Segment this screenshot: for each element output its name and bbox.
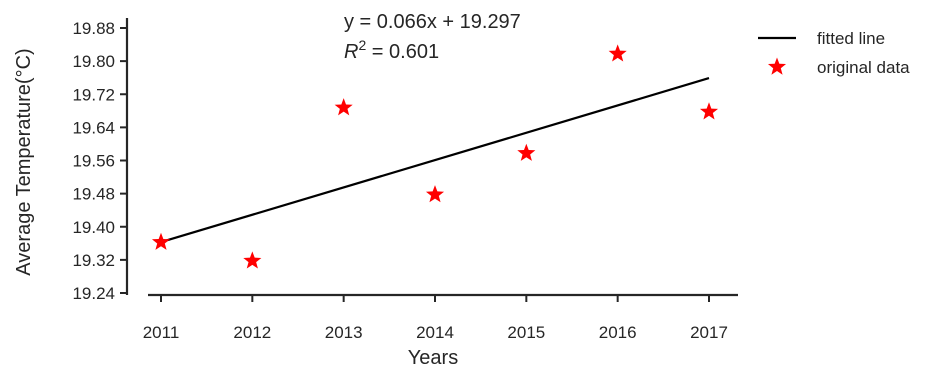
data-point-star (334, 98, 353, 116)
x-tick-label: 2014 (416, 323, 454, 342)
data-point-star (608, 44, 627, 62)
data-points (151, 44, 719, 269)
x-axis-title: Years (408, 347, 458, 369)
y-tick-label: 19.40 (72, 218, 115, 237)
data-point-star (699, 102, 719, 120)
r-squared-annotation: R2 = 0.601 (344, 37, 439, 63)
axes (125, 18, 738, 297)
x-tick-label: 2013 (325, 323, 363, 342)
legend-swatch-original-data (767, 57, 787, 75)
data-point-star (151, 232, 171, 250)
legend-label-original-data: original data (817, 58, 910, 77)
legend-label-fitted-line: fitted line (817, 29, 885, 48)
data-point-star (517, 143, 536, 161)
y-tick-label: 19.88 (72, 19, 115, 38)
data-point-star (425, 185, 445, 203)
y-tick-label: 19.72 (72, 85, 115, 104)
r2-value: = 0.601 (366, 41, 439, 63)
y-tick-label: 19.48 (72, 185, 115, 204)
data-point-star (243, 251, 262, 269)
plot-layer (151, 44, 719, 269)
y-tick-label: 19.56 (72, 152, 115, 171)
y-axis-title: Average Temperature(°C) (13, 48, 35, 275)
x-tick-label: 2015 (507, 323, 545, 342)
x-tick-label: 2012 (233, 323, 271, 342)
y-tick-label: 19.64 (72, 118, 115, 137)
x-tick-label: 2017 (690, 323, 728, 342)
x-tick-label: 2016 (599, 323, 637, 342)
y-tick-label: 19.80 (72, 52, 115, 71)
x-tick-label: 2011 (143, 323, 180, 342)
r2-superscript: 2 (358, 37, 366, 53)
y-tick-label: 19.24 (72, 284, 115, 303)
y-tick-label: 19.32 (72, 251, 115, 270)
equation-annotation: y = 0.066x + 19.297 (344, 11, 521, 33)
y-ticks: 19.24 19.32 19.40 19.48 19.56 19.64 19.72 19.80… (72, 19, 127, 303)
fitted-line (160, 77, 710, 244)
x-ticks: 2011 2012 2013 2014 2015 2016 2017 (143, 295, 728, 342)
legend: fitted line original data (758, 29, 910, 77)
r2-symbol: R (344, 41, 358, 63)
